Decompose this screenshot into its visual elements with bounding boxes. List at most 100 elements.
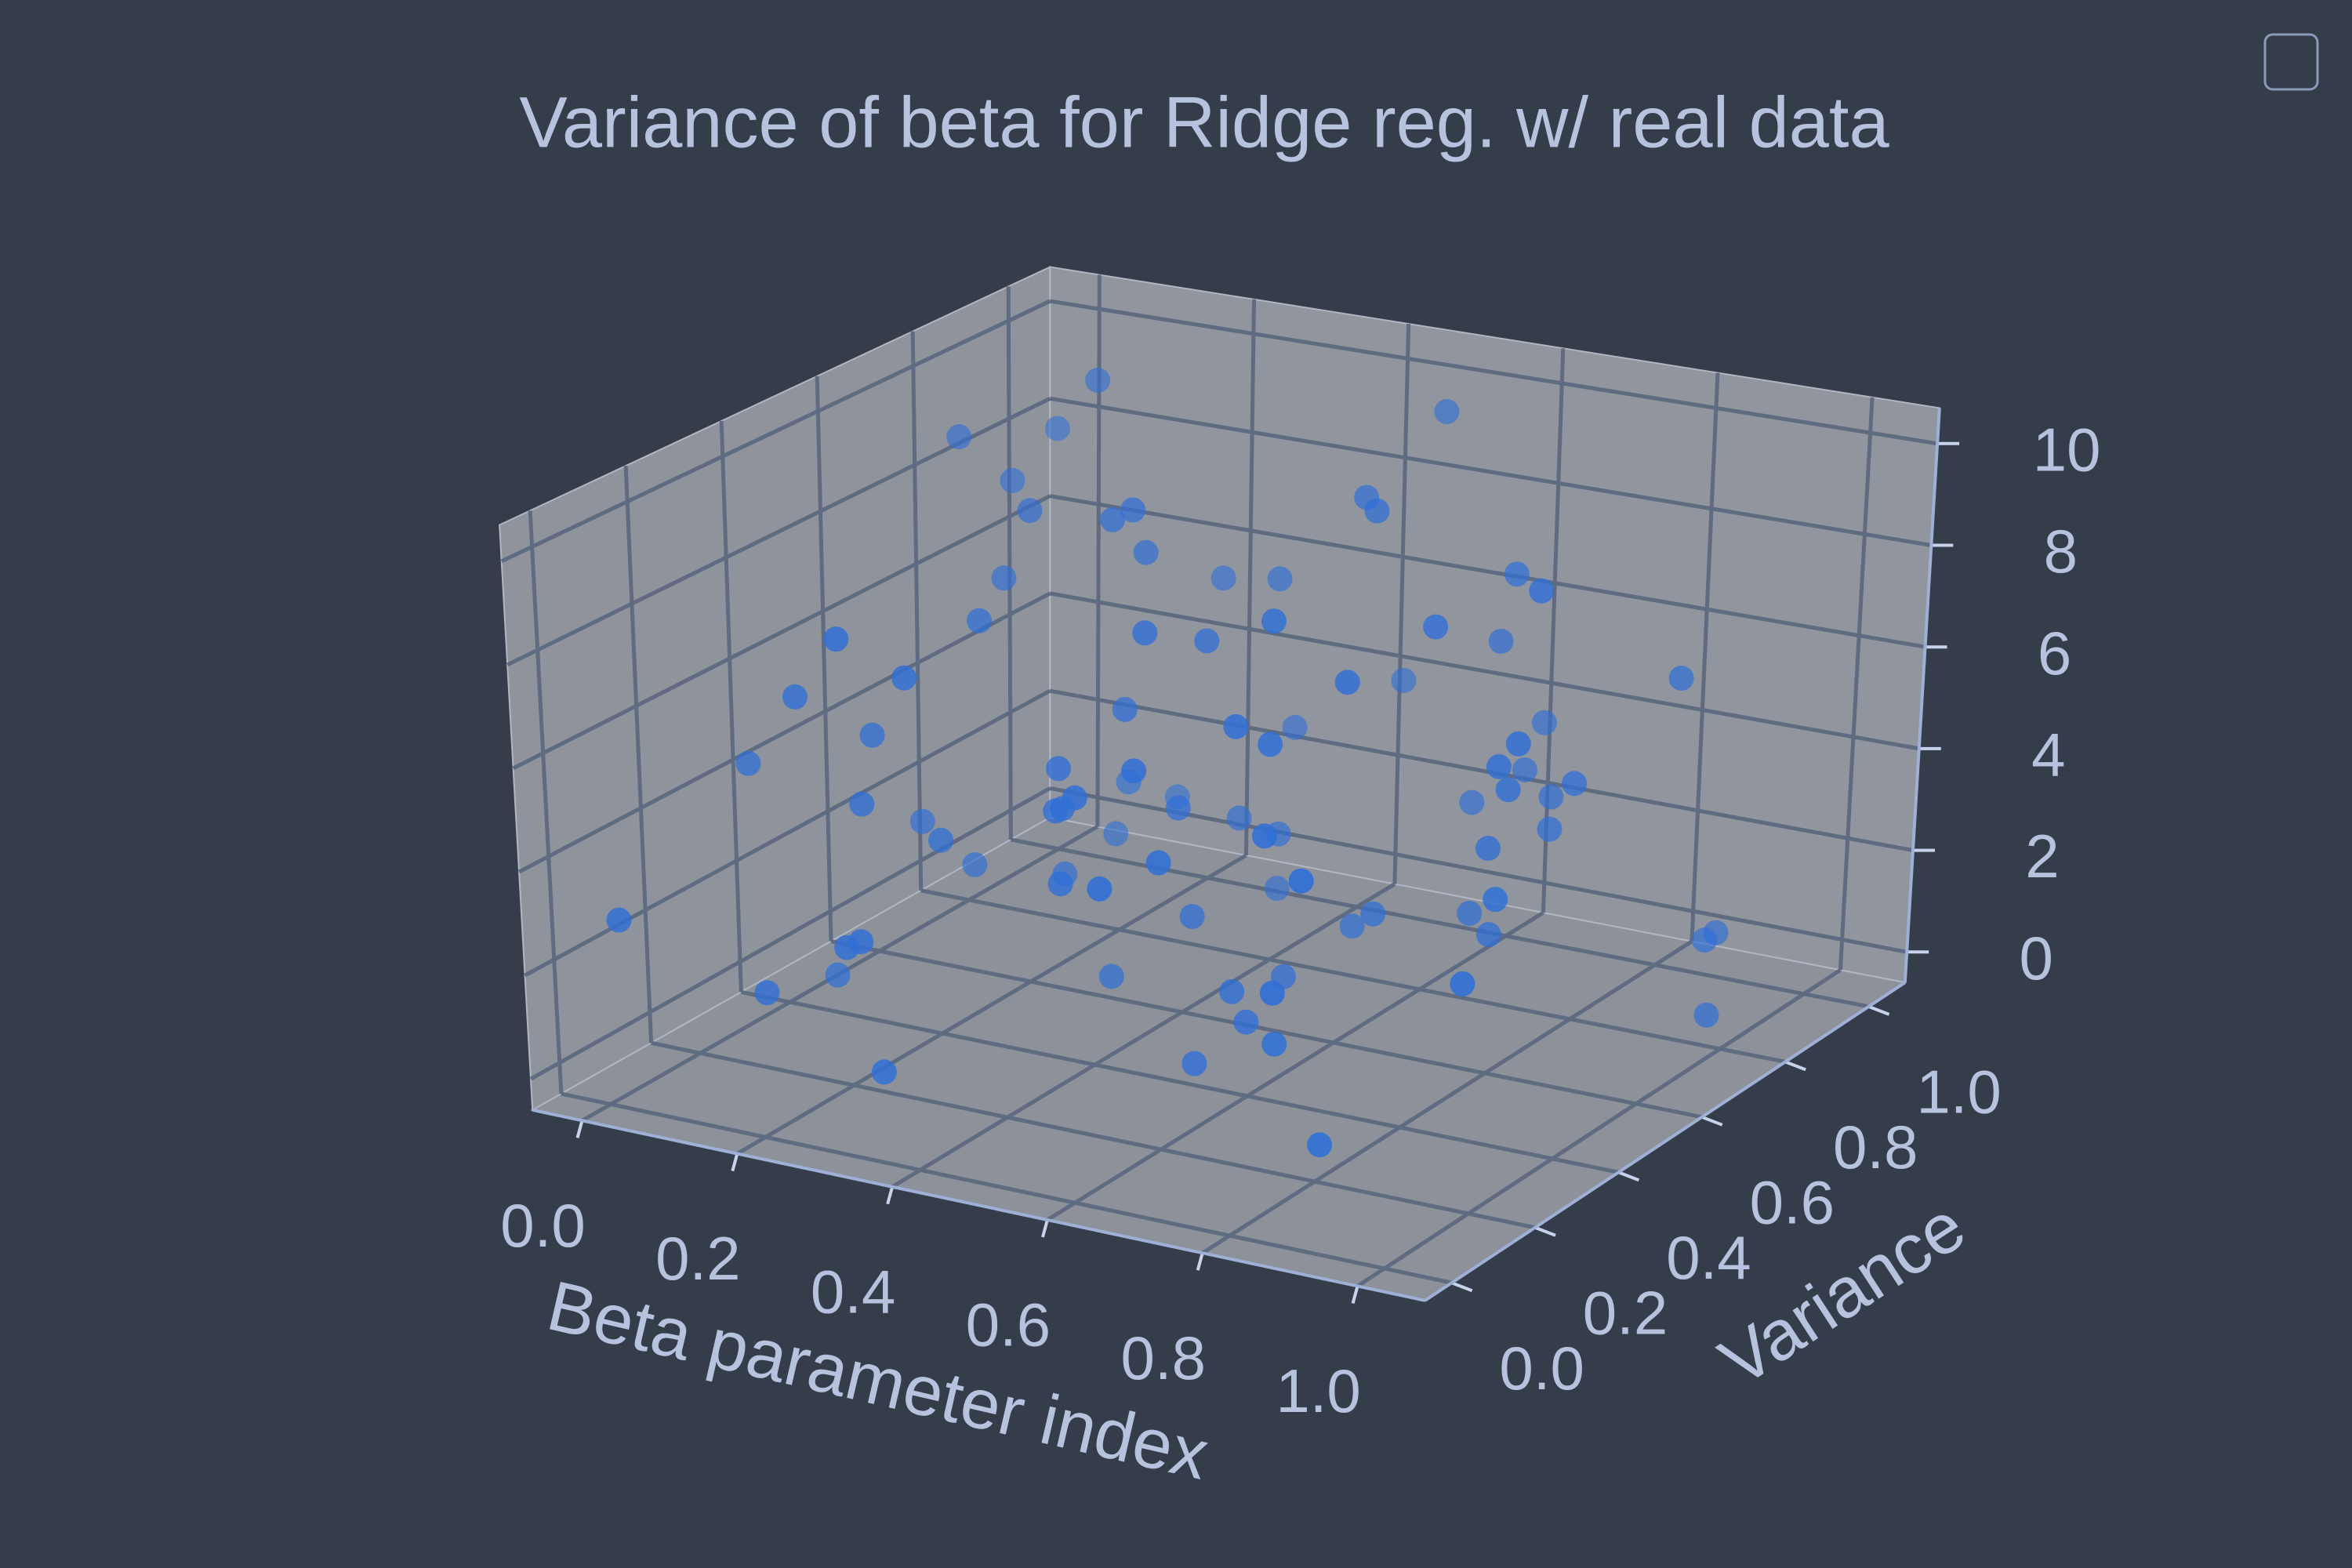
point bbox=[1505, 731, 1531, 757]
point bbox=[1434, 399, 1460, 425]
point bbox=[1098, 964, 1124, 989]
point bbox=[1267, 566, 1293, 592]
point bbox=[1512, 757, 1537, 783]
point bbox=[1044, 416, 1070, 441]
point bbox=[1087, 876, 1112, 902]
point bbox=[1112, 696, 1138, 722]
grid-line bbox=[500, 299, 1051, 564]
y-tick-label: 0.6 bbox=[1750, 1167, 1835, 1236]
point bbox=[1475, 836, 1501, 862]
x-tick bbox=[575, 1120, 584, 1138]
point bbox=[1495, 777, 1521, 803]
point bbox=[735, 750, 761, 776]
point bbox=[849, 791, 875, 817]
point bbox=[859, 722, 885, 748]
point bbox=[1261, 608, 1287, 634]
point bbox=[1486, 753, 1512, 779]
y-tick bbox=[1534, 1225, 1556, 1237]
legend-box bbox=[2263, 33, 2319, 91]
x-tick-label: 0.6 bbox=[966, 1290, 1051, 1359]
point bbox=[1120, 497, 1146, 523]
y-tick bbox=[1450, 1281, 1473, 1293]
point bbox=[1450, 971, 1475, 996]
y-tick-label: 0.0 bbox=[1499, 1334, 1584, 1403]
point bbox=[1339, 913, 1365, 939]
grid-line bbox=[1392, 324, 1411, 884]
grid-line bbox=[561, 1091, 1453, 1285]
axis-line bbox=[1903, 408, 1941, 983]
point bbox=[1423, 614, 1449, 640]
point bbox=[1043, 798, 1069, 824]
grid-line bbox=[1049, 299, 1938, 446]
grid-line bbox=[1049, 688, 1914, 853]
point bbox=[891, 665, 917, 691]
y-tick-label: 1.0 bbox=[1916, 1057, 2001, 1126]
point bbox=[1271, 964, 1297, 989]
point bbox=[1261, 1031, 1287, 1057]
point bbox=[1459, 789, 1485, 815]
point bbox=[1223, 713, 1249, 739]
point bbox=[1179, 903, 1205, 929]
point bbox=[1210, 565, 1236, 591]
point bbox=[928, 827, 954, 853]
grid-line bbox=[651, 1040, 1536, 1230]
point bbox=[1116, 769, 1142, 795]
point bbox=[1047, 871, 1073, 897]
point bbox=[754, 980, 780, 1006]
point bbox=[1693, 1002, 1719, 1028]
grid-line bbox=[830, 939, 1703, 1120]
point bbox=[1046, 756, 1072, 782]
grid-line bbox=[1690, 372, 1720, 942]
point bbox=[1457, 900, 1483, 926]
point bbox=[1062, 785, 1087, 811]
grid-line bbox=[1201, 939, 1693, 1255]
y-tick bbox=[1701, 1115, 1723, 1127]
x-tick-label: 0.0 bbox=[500, 1191, 585, 1260]
point bbox=[1475, 922, 1501, 948]
axis-line bbox=[1424, 981, 1906, 1302]
x-tick bbox=[886, 1186, 895, 1205]
point bbox=[1538, 784, 1564, 810]
grid-line bbox=[517, 591, 1051, 874]
point bbox=[1226, 805, 1252, 831]
grid-line bbox=[1049, 591, 1920, 751]
point bbox=[1703, 920, 1729, 946]
point bbox=[1364, 498, 1390, 524]
point bbox=[1181, 1051, 1207, 1076]
x-tick bbox=[1351, 1285, 1359, 1304]
point bbox=[1334, 670, 1360, 695]
point bbox=[1145, 850, 1171, 876]
z-tick-label: 4 bbox=[2031, 720, 2065, 789]
grid-line bbox=[910, 331, 924, 891]
point bbox=[1668, 666, 1694, 691]
point bbox=[1085, 367, 1111, 393]
point bbox=[1360, 901, 1386, 927]
grid-line bbox=[528, 510, 564, 1094]
y-tick-label: 0.2 bbox=[1583, 1278, 1668, 1347]
point bbox=[1251, 823, 1277, 849]
point bbox=[606, 907, 632, 933]
point bbox=[1264, 876, 1290, 902]
grid-line bbox=[740, 989, 1619, 1174]
grid-line bbox=[529, 786, 1051, 1081]
grid-line bbox=[1049, 786, 1907, 954]
chart-title: Variance of beta for Ridge reg. w/ real … bbox=[519, 82, 1889, 162]
grid-line bbox=[736, 853, 1247, 1156]
point bbox=[1391, 667, 1417, 693]
z-tick-label: 8 bbox=[2044, 517, 2078, 586]
x-tick bbox=[1196, 1252, 1204, 1271]
panes bbox=[499, 265, 1940, 1301]
point bbox=[1233, 1009, 1259, 1035]
y-tick-label: 0.8 bbox=[1833, 1112, 1918, 1181]
point bbox=[1488, 628, 1514, 654]
y-tick-label: 0.4 bbox=[1666, 1223, 1751, 1292]
point bbox=[991, 565, 1017, 591]
grid-line bbox=[1838, 397, 1875, 971]
point bbox=[1132, 620, 1158, 646]
grid-line bbox=[1049, 494, 1926, 649]
grid-line bbox=[719, 420, 743, 993]
grid-line bbox=[512, 494, 1051, 771]
point bbox=[871, 1059, 897, 1085]
z-tick-label: 10 bbox=[2033, 415, 2101, 484]
